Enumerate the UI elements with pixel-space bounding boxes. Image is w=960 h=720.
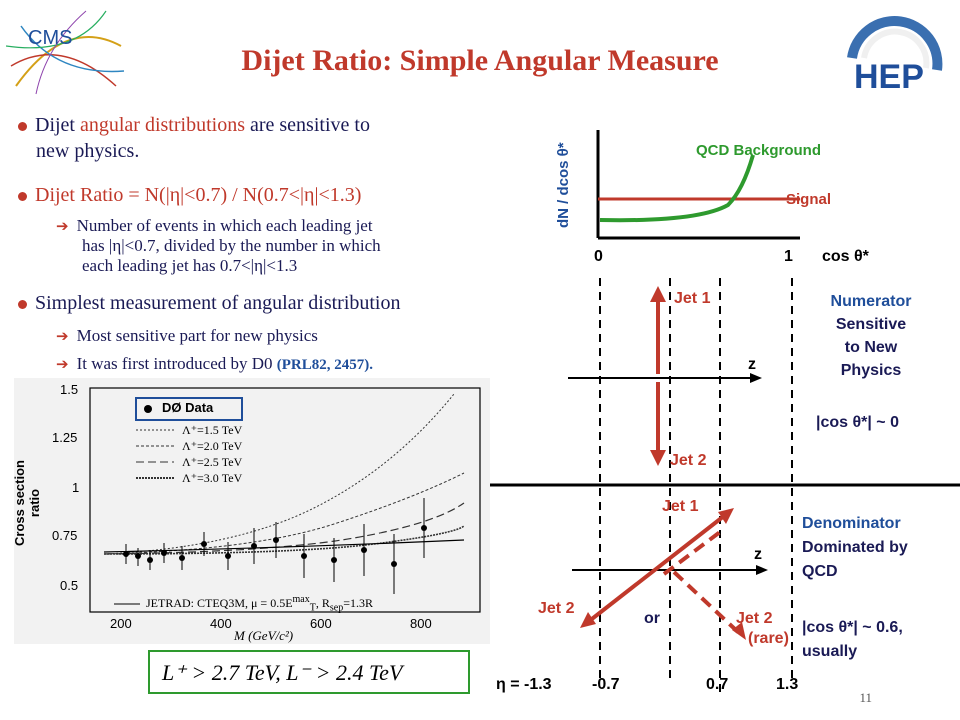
sketch-xlabel: cos θ* [822, 248, 870, 265]
jet1-bottom-label: Jet 1 [662, 498, 699, 515]
z-arrow-top [750, 373, 762, 383]
jet2-bottom-dashed [672, 570, 740, 634]
eta-label-minus-13: η = -1.3 [496, 676, 552, 693]
svg-text:HEP: HEP [854, 58, 924, 96]
xtick-400: 400 [210, 616, 232, 631]
jet2-bottom-right-label: Jet 2 [736, 610, 773, 627]
legend-marker [144, 405, 152, 413]
eta-label-13: 1.3 [776, 676, 799, 693]
ytick-05: 0.5 [60, 578, 79, 593]
ytick-15: 1.5 [60, 382, 79, 397]
jet1-top-head [650, 286, 666, 302]
curve-2p5 [103, 502, 465, 555]
slide-number: 11 [859, 690, 872, 705]
numerator-cos: |cos θ*| ~ 0 [816, 414, 899, 431]
plot-frame [89, 387, 481, 613]
subbullet-2: ➔ Most sensitive part for new physics [56, 326, 318, 345]
cms-logo: CMS [5, 6, 126, 96]
denominator-cos: |cos θ*| ~ 0.6, usually [802, 619, 903, 660]
jet-diagram: Jet 1 Jet 2 z Numerator Sensitive to New… [486, 278, 960, 708]
angular-distribution-sketch: dN / dcos θ* QCD Background Signal 0 1 c… [548, 110, 958, 280]
jet1-bottom-head [718, 508, 734, 524]
jet1-bottom-dashed [662, 530, 722, 576]
z-arrow-bottom [756, 565, 768, 575]
eta-label-minus-07: -0.7 [592, 676, 620, 693]
numerator-text: Numerator Sensitive to New Physics [830, 293, 912, 379]
tick-1: 1 [784, 248, 793, 265]
sketch-ylabel: dN / dcos θ* [555, 142, 572, 228]
qcd-label: QCD Background [696, 142, 821, 159]
legend-lambda-15: Λ⁺=1.5 TeV [182, 423, 243, 437]
subbullet-1-line3: each leading jet has 0.7<|η|<1.3 [82, 256, 298, 275]
subbullet-1: ➔ Number of events in which each leading … [56, 216, 373, 235]
bullet-dot [18, 121, 27, 131]
jet1-top-label: Jet 1 [674, 290, 711, 307]
ytick-1: 1 [72, 480, 80, 495]
page-title: Dijet Ratio: Simple Angular Measure [241, 44, 719, 77]
bullet-dot [18, 191, 27, 201]
jet-bottom-solid [586, 514, 726, 624]
bullet-1: Dijet angular distributions are sensitiv… [18, 114, 370, 137]
bullet-1-line2: new physics. [36, 140, 140, 162]
xtick-600: 600 [310, 616, 332, 631]
xtick-200: 200 [110, 616, 132, 631]
curve-1p5 [103, 393, 455, 555]
legend-highlight-box [135, 397, 243, 421]
d0-xlabel: M (GeV/c²) [234, 628, 294, 643]
arrow-icon: ➔ [56, 329, 69, 345]
curve-qcd [103, 539, 465, 553]
arrow-icon: ➔ [56, 219, 69, 235]
jet2-rare-head [732, 622, 746, 640]
eta-label-07: 0.7 [706, 676, 729, 693]
svg-text:CMS: CMS [28, 27, 72, 49]
jet2-bottom-left-label: Jet 2 [538, 600, 575, 617]
jetrad-note: JETRAD: CTEQ3M, μ = 0.5EmaxT, Rsep=1.3R [146, 594, 373, 614]
hep-logo: HEP [842, 10, 952, 105]
jet2-top-label: Jet 2 [670, 452, 707, 469]
or-label: or [644, 610, 660, 627]
d0-ylabel: Cross section ratio [12, 460, 42, 546]
z-bottom-label: z [754, 546, 762, 563]
ytick-125: 1.25 [52, 430, 78, 445]
bullet-dot [18, 299, 27, 309]
z-top-label: z [748, 356, 756, 373]
legend-d0-data: DØ Data [162, 400, 214, 415]
legend-lambda-30: Λ⁺=3.0 TeV [182, 471, 243, 485]
jet2-bottom-head [580, 612, 596, 628]
d0-data-points [123, 498, 427, 594]
bullet-2: Dijet Ratio = N(|η|<0.7) / N(0.7<|η|<1.3… [18, 184, 361, 207]
d0-cross-section-plot: DØ Data Λ⁺=1.5 TeV Λ⁺=2.0 TeV Λ⁺=2.5 TeV… [12, 378, 490, 644]
curve-3p0 [103, 525, 465, 555]
limits-box: L⁺ > 2.7 TeV, L⁻ > 2.4 TeV [148, 650, 470, 694]
subbullet-3: ➔ It was first introduced by D0 (PRL82, 2… [56, 354, 374, 373]
signal-label: Signal [786, 191, 831, 208]
subbullet-1-line2: has |η|<0.7, divided by the number in wh… [82, 236, 381, 255]
arrow-icon: ➔ [56, 357, 69, 373]
tick-0: 0 [594, 248, 603, 265]
ytick-075: 0.75 [52, 528, 78, 543]
legend-lambda-25: Λ⁺=2.5 TeV [182, 455, 243, 469]
legend-lambda-20: Λ⁺=2.0 TeV [182, 439, 243, 453]
bullet-3: Simplest measurement of angular distribu… [18, 292, 401, 315]
rare-label: (rare) [748, 630, 789, 647]
jet2-top-head [650, 450, 666, 466]
qcd-curve [599, 154, 755, 223]
xtick-800: 800 [410, 616, 432, 631]
limits-text: L⁺ > 2.7 TeV, L⁻ > 2.4 TeV [162, 660, 403, 685]
denominator-text: Denominator Dominated by QCD [802, 515, 908, 580]
